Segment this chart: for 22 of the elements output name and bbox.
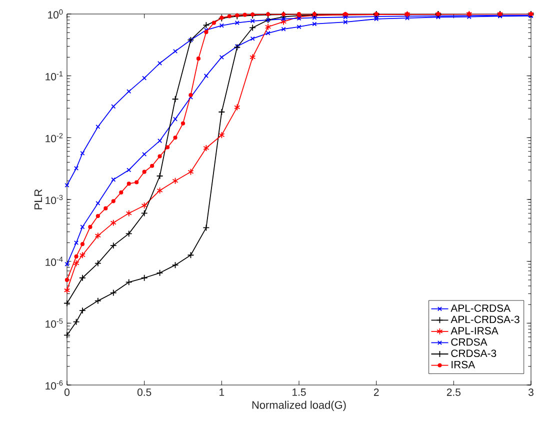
x-axis-title: Normalized load(G) [252,400,346,411]
y-tick-label: 10$^{-6}$ [46,380,63,390]
y-tick-label: 10$^{0}$ [48,9,63,19]
legend-label: APL-CRDSA [450,304,511,312]
y-tick-label: 10$^{-4}$ [46,256,63,266]
x-tick-label: 3 [528,388,534,396]
x-tick-label: 2 [374,388,379,396]
y-tick-label: 10$^{-5}$ [46,318,63,328]
x-tick-label: 0.5 [137,388,152,396]
legend-label: CRDSA [451,338,488,346]
x-tick-label: 1 [220,388,224,396]
x-tick-label: 1.5 [292,388,306,396]
y-tick-label: 10$^{-1}$ [46,71,63,80]
legend-label: IRSA [452,360,476,368]
legend-label: CRDSA-3 [451,350,496,358]
legend-label: APL-CRDSA-3 [450,316,520,324]
y-tick-label: 10$^{-2}$ [46,133,63,142]
y-tick-label: 10$^{-3}$ [46,194,63,204]
legend-label: APL-IRSA [450,327,498,334]
x-tick-label: 0 [64,388,70,396]
y-axis-title: PLR [34,189,42,210]
x-tick-label: 2.5 [446,388,460,396]
